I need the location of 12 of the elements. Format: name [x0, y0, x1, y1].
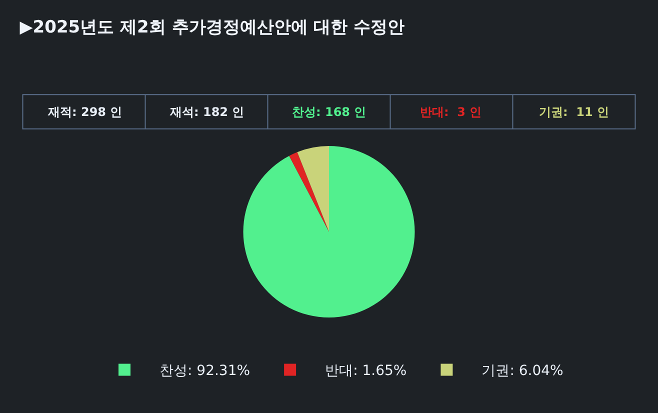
chart-title: ▶2025년도 제2회 추가경정예산안에 대한 수정안	[20, 18, 405, 38]
pie-slice	[297, 146, 329, 232]
pie-slice	[289, 152, 329, 232]
text: 기권: 11 인	[539, 105, 610, 119]
text: 반대: 3 인	[420, 105, 482, 119]
pie-slice	[243, 146, 415, 318]
text: 재석: 182 인	[169, 105, 244, 119]
legend-label: 기권: 6.04%	[482, 363, 564, 380]
text: 재적: 298 인	[47, 105, 122, 119]
legend-label: 찬성: 92.31%	[160, 363, 250, 380]
text: 찬성: 168 인	[292, 105, 366, 119]
legend-label: 반대: 1.65%	[325, 363, 407, 380]
